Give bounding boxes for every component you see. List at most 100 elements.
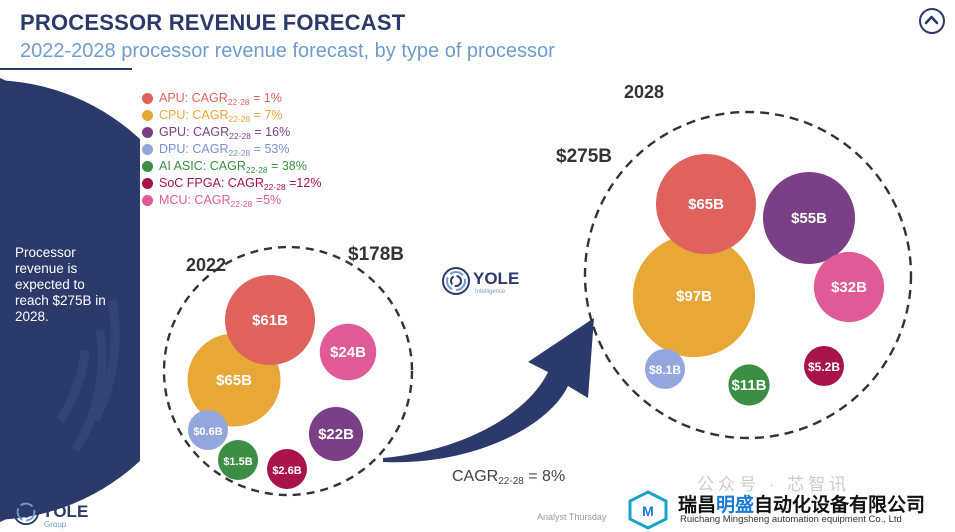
analyst-footer: Analyst Thursday — [537, 512, 607, 522]
legend-cagr-label: CAGR — [192, 107, 229, 122]
legend-cagr-value: = 1% — [249, 90, 282, 105]
bubble-cpu-2028 — [632, 234, 756, 358]
bubble-label-soc-fpga-2028: $5.2B — [808, 360, 840, 374]
growth-arrow — [383, 318, 594, 463]
bubble-label-gpu-2022: $22B — [318, 426, 354, 443]
side-panel-text: Processor revenue is expected to reach $… — [15, 245, 106, 324]
legend-swatch — [142, 161, 153, 172]
bubble-apu-2028 — [655, 153, 757, 255]
company-name-cn: 瑞昌明盛自动化设备有限公司 — [678, 490, 925, 517]
legend-item-mcu: MCU: CAGR22-28 =5% — [142, 192, 321, 209]
company-name-part: 瑞昌 — [678, 495, 717, 516]
yole-logo-icon — [12, 498, 40, 526]
bubble-label-soc-fpga-2022: $2.6B — [272, 465, 301, 477]
watermark-text: 公众号 · 芯智讯 — [697, 475, 851, 494]
side-arc-panel — [0, 78, 140, 522]
legend-cagr-value: =12% — [285, 175, 322, 190]
legend-name: GPU — [159, 124, 187, 139]
legend-item-gpu: GPU: CAGR22-28 = 16% — [142, 124, 321, 141]
legend-cagr-label: CAGR — [193, 124, 230, 139]
total-label-2028: $275B — [556, 146, 612, 167]
bubble-soc-fpga-2028 — [804, 346, 844, 386]
company-watermark: M 瑞昌明盛自动化设备有限公司 Ruichang Mingsheng autom… — [626, 489, 955, 532]
legend-swatch — [142, 178, 153, 189]
legend-cagr-sub: 22-28 — [229, 130, 251, 141]
outline-circle-2022 — [162, 245, 414, 497]
bubble-mcu-2022 — [319, 323, 377, 381]
legend-swatch — [142, 127, 153, 138]
legend-cagr-sub: 22-28 — [230, 198, 253, 209]
legend-cagr-value: = 53% — [250, 141, 290, 156]
legend-item-cpu: CPU: CAGR22-28 = 7% — [142, 107, 321, 124]
bubble-label-ai-asic-2028: $11B — [731, 377, 766, 394]
bubble-ai-asic-2028 — [728, 364, 770, 406]
legend-name: AI ASIC — [159, 158, 203, 173]
bubble-apu-2022 — [224, 274, 316, 366]
bubble-label-cpu-2022: $65B — [216, 372, 252, 389]
outline-circle-2028 — [583, 110, 913, 440]
legend-cagr-label: CAGR — [192, 141, 229, 156]
logo-wordmark: YOLE — [42, 502, 89, 521]
legend-cagr-label: CAGR — [209, 158, 246, 173]
legend-cagr-value: =5% — [252, 192, 282, 207]
bubble-dpu-2028 — [645, 349, 685, 389]
legend-name: CPU — [159, 107, 186, 122]
bubble-label-dpu-2028: $8.1B — [649, 363, 681, 377]
page-title: PROCESSOR REVENUE FORECAST — [20, 10, 406, 35]
legend-swatch — [142, 110, 153, 121]
logo-subtext: Group — [44, 520, 67, 529]
legend-swatch — [142, 195, 153, 206]
legend-name: SoC FPGA — [159, 175, 221, 190]
legend-cagr-sub: 22-28 — [228, 147, 251, 158]
company-logo-icon: M — [628, 490, 668, 530]
legend-item-dpu: DPU: CAGR22-28 = 53% — [142, 141, 321, 158]
bubble-label-mcu-2028: $32B — [831, 279, 867, 296]
legend-item-soc-fpga: SoC FPGA: CAGR22-28 =12% — [142, 175, 321, 192]
bubble-label-ai-asic-2022: $1.5B — [223, 456, 252, 468]
company-name-highlight: 明盛 — [716, 495, 755, 516]
bubble-gpu-2028 — [762, 171, 856, 265]
legend-item-apu: APU: CAGR22-28 = 1% — [142, 90, 321, 107]
legend-swatch — [142, 144, 153, 155]
legend-cagr-label: CAGR — [227, 175, 264, 190]
logo-wordmark: YOLE — [473, 269, 520, 288]
legend-name: APU — [159, 90, 185, 105]
legend-name: DPU — [159, 141, 186, 156]
bubble-gpu-2022 — [308, 406, 364, 462]
company-name-part: 自动化设备有限公司 — [754, 495, 926, 516]
legend-swatch — [142, 93, 153, 104]
logo-subtext: Intelligence — [475, 289, 506, 295]
cagr-total-sub: 22-28 — [498, 476, 524, 487]
bubble-label-apu-2028: $65B — [688, 196, 724, 213]
chevron-up-icon — [924, 15, 939, 25]
legend-cagr-value: = 38% — [267, 158, 307, 173]
legend-cagr-sub: 22-28 — [245, 164, 268, 175]
cagr-total-label: CAGR — [452, 468, 499, 485]
legend-cagr-sub: 22-28 — [228, 113, 251, 124]
legend-cagr-value: = 16% — [250, 124, 291, 139]
legend-cagr-label: CAGR — [194, 192, 231, 207]
year-label-2028: 2028 — [624, 82, 665, 102]
legend-cagr-value: = 7% — [250, 107, 283, 122]
yole-logo-icon — [442, 267, 470, 295]
yole-logo-center: YOLE Intelligence — [441, 266, 519, 301]
bubble-dpu-2022 — [188, 410, 228, 450]
legend-cagr-sub: 22-28 — [263, 181, 286, 192]
svg-text:M: M — [642, 503, 654, 519]
legend-item-ai-asic: AI ASIC: CAGR22-28 = 38% — [142, 158, 321, 175]
chart-legend: APU: CAGR22-28 = 1% CPU: CAGR22-28 = 7% … — [142, 90, 321, 209]
legend-cagr-sub: 22-28 — [227, 96, 250, 107]
total-label-2022: $178B — [348, 244, 404, 265]
bubble-ai-asic-2022 — [218, 440, 258, 480]
legend-cagr-label: CAGR — [191, 90, 228, 105]
cagr-total-value: = 8% — [523, 468, 566, 485]
legend-name: MCU — [159, 192, 188, 207]
bubble-mcu-2028 — [813, 251, 885, 323]
bubble-soc-fpga-2022 — [267, 449, 307, 489]
bubble-label-apu-2022: $61B — [252, 312, 288, 329]
page-subtitle: 2022-2028 processor revenue forecast, by… — [20, 40, 555, 62]
bubble-label-cpu-2028: $97B — [676, 288, 712, 305]
scroll-top-button[interactable] — [919, 8, 945, 34]
bubble-label-gpu-2028: $55B — [791, 210, 827, 227]
